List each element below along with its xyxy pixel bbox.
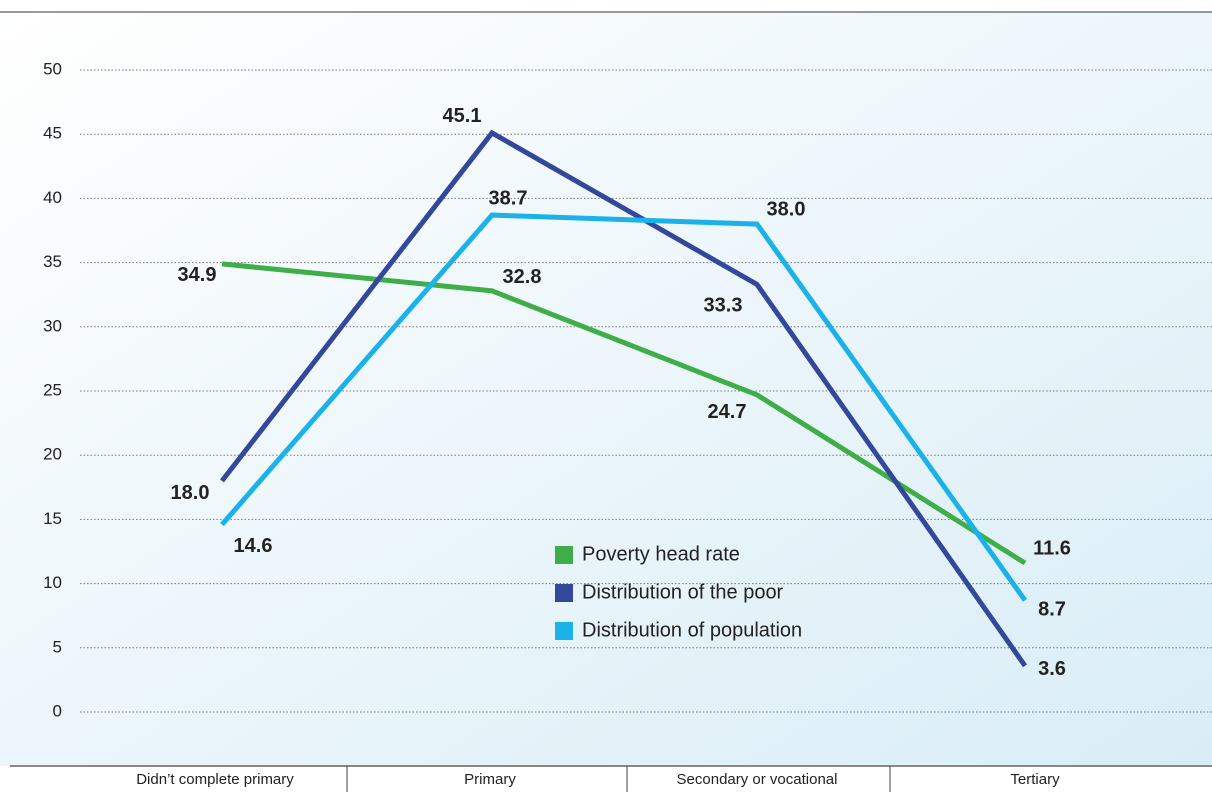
data-label: 11.6 bbox=[1033, 537, 1071, 559]
data-label: 45.1 bbox=[443, 105, 482, 127]
y-tick-label: 10 bbox=[43, 573, 62, 592]
legend-swatch bbox=[555, 546, 573, 564]
legend-label: Distribution of the poor bbox=[582, 581, 784, 603]
x-tick-label: Primary bbox=[464, 771, 516, 788]
y-tick-label: 15 bbox=[43, 509, 62, 528]
y-tick-label: 30 bbox=[43, 316, 62, 335]
plot-background bbox=[0, 12, 1212, 766]
data-label: 38.7 bbox=[489, 187, 528, 209]
legend-label: Distribution of population bbox=[582, 619, 802, 641]
data-label: 34.9 bbox=[178, 264, 217, 286]
legend-label: Poverty head rate bbox=[582, 543, 740, 565]
x-tick-label: Didn’t complete primary bbox=[136, 771, 294, 788]
legend-swatch bbox=[555, 622, 573, 640]
data-label: 18.0 bbox=[171, 482, 210, 504]
legend-swatch bbox=[555, 584, 573, 602]
y-tick-label: 20 bbox=[43, 445, 62, 464]
data-label: 24.7 bbox=[708, 401, 747, 423]
data-label: 8.7 bbox=[1038, 599, 1066, 621]
data-label: 14.6 bbox=[234, 535, 273, 557]
x-tick-label: Tertiary bbox=[1010, 771, 1060, 788]
y-tick-label: 35 bbox=[43, 252, 62, 271]
data-label: 32.8 bbox=[503, 266, 542, 288]
y-tick-label: 5 bbox=[53, 637, 62, 656]
y-tick-label: 0 bbox=[53, 701, 62, 720]
data-label: 33.3 bbox=[704, 295, 743, 317]
y-tick-label: 25 bbox=[43, 380, 62, 399]
data-label: 3.6 bbox=[1038, 658, 1066, 680]
data-label: 38.0 bbox=[767, 198, 806, 220]
series-line bbox=[220, 129, 1028, 668]
y-tick-label: 40 bbox=[43, 188, 62, 207]
y-tick-label: 45 bbox=[43, 124, 62, 143]
x-tick-label: Secondary or vocational bbox=[677, 771, 838, 788]
y-tick-label: 50 bbox=[43, 59, 62, 78]
series-line bbox=[220, 212, 1028, 602]
